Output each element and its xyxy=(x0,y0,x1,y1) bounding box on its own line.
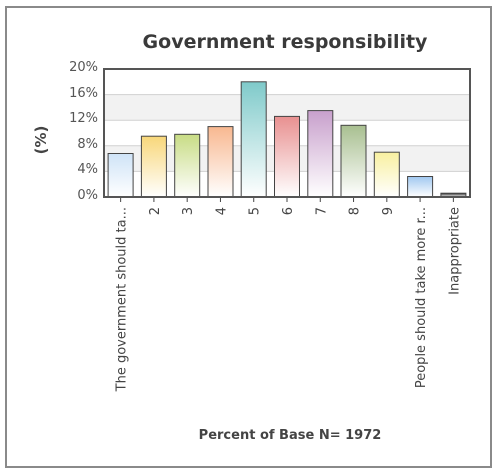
bar-8 xyxy=(340,124,367,198)
x-tick-label: People should take more r... xyxy=(414,207,429,388)
y-tick-label: 12% xyxy=(69,111,98,127)
x-tick-label: 8 xyxy=(348,207,363,215)
bar-5 xyxy=(240,81,267,198)
chart-footer: Percent of Base N= 1972 xyxy=(198,428,382,443)
y-tick-label: 4% xyxy=(77,162,98,178)
x-tick-label: The government should ta... xyxy=(115,207,130,392)
x-tick-label: 6 xyxy=(281,207,296,215)
x-tick-label: Inappropriate xyxy=(447,207,462,295)
plot-border xyxy=(103,68,471,198)
x-tick-label: 2 xyxy=(148,207,163,215)
bar-4 xyxy=(207,126,234,198)
y-tick-label: 16% xyxy=(69,85,98,101)
chart-title: Government responsibility xyxy=(142,31,428,53)
y-tick-label: 8% xyxy=(77,136,98,152)
bar-1 xyxy=(107,153,134,198)
bar-2 xyxy=(140,135,167,198)
y-tick-label: 0% xyxy=(77,188,98,203)
y-tick-label: 20% xyxy=(69,60,98,75)
bar-9 xyxy=(373,151,400,198)
bar-3 xyxy=(174,133,201,198)
x-tick-label: 5 xyxy=(248,207,263,215)
x-tick-label: 9 xyxy=(381,207,396,215)
grid-band xyxy=(104,69,470,95)
x-tick-label: 3 xyxy=(181,207,196,215)
x-tick-label: 7 xyxy=(314,207,329,215)
bar-7 xyxy=(307,110,334,198)
bar-10 xyxy=(407,176,434,198)
bar-6 xyxy=(274,115,300,198)
x-tick-label: 4 xyxy=(215,207,230,215)
